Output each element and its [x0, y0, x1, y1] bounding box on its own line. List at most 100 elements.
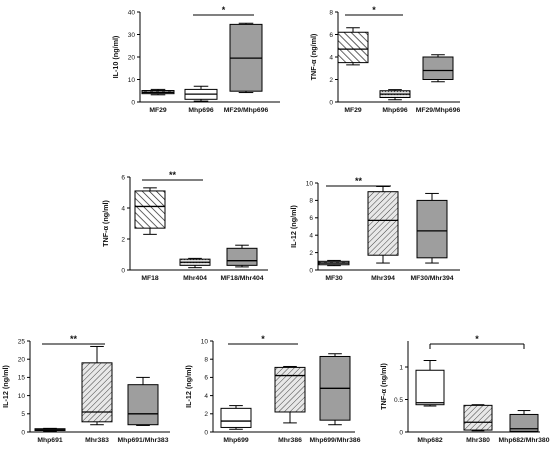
y-tick-label: 4: [204, 393, 208, 400]
box-MF18/Mhr404: [226, 244, 258, 268]
box-iqr: [415, 369, 445, 406]
y-tick-label: 5: [21, 411, 25, 418]
panel-5: 0 5 10 15 20 25 IL-12 (ng/ml) Mhp691 Mhr383 Mhp69…: [1, 334, 170, 444]
y-tick-label: 6: [121, 174, 125, 181]
significance-marker: **: [326, 176, 391, 187]
significance-marker: *: [345, 5, 403, 16]
box-Mhr380: [463, 404, 493, 432]
category-label: Mhp691/Mhr383: [118, 437, 169, 444]
box-Mhr386: [274, 365, 306, 424]
y-tick-label: 0: [204, 429, 208, 436]
y-tick-label: 0: [21, 429, 25, 436]
box-iqr: [367, 191, 399, 256]
y-tick-label: 0.5: [394, 397, 403, 404]
y-axis-title: IL-10 (ng/ml): [111, 35, 120, 78]
category-label: Mhp682: [417, 437, 443, 444]
box-MF18: [134, 187, 166, 235]
y-tick-label: 6: [309, 215, 313, 222]
significance-marker: *: [429, 334, 525, 349]
significance-label: **: [70, 334, 78, 344]
box-MF30: [318, 259, 350, 267]
category-label: MF18: [141, 275, 159, 282]
box-iqr: [509, 413, 539, 432]
category-label: MF29/Mhp696: [416, 107, 461, 114]
box-MF29/Mhp696: [229, 22, 263, 94]
box-Mhp699: [220, 405, 252, 430]
y-tick-label: 1: [399, 364, 403, 371]
y-tick-label: 2: [329, 77, 333, 84]
category-label: Mhr404: [183, 275, 207, 282]
category-label: MF30: [325, 275, 343, 282]
y-tick-label: 4: [309, 233, 313, 240]
significance-label: *: [222, 5, 226, 15]
box-iqr: [422, 56, 454, 80]
category-label: MF29: [149, 107, 167, 114]
y-tick-label: 20: [128, 54, 136, 61]
y-tick-label: 15: [18, 375, 26, 382]
box-Mhp696: [184, 85, 218, 102]
y-tick-label: 8: [204, 357, 208, 364]
category-label: MF29: [344, 107, 362, 114]
box-iqr: [226, 247, 258, 266]
box-MF29: [141, 88, 175, 96]
y-tick-label: 40: [128, 9, 136, 16]
category-label: Mhp699/Mhr386: [310, 437, 361, 444]
y-axis-title: IL-12 (ng/ml): [1, 365, 10, 408]
y-tick-label: 2: [309, 250, 313, 257]
category-label: Mhp699: [223, 437, 249, 444]
y-tick-label: 0: [399, 429, 403, 436]
y-tick-label: 6: [204, 375, 208, 382]
panel-7: 0 0.5 1 TNF-α (ng/ml) Mhp682 Mhr380 Mhp682/Mhr…: [379, 334, 550, 444]
significance-marker: **: [142, 170, 203, 181]
box-Mhp699/Mhr386: [319, 353, 351, 426]
y-tick-label: 8: [329, 9, 333, 16]
y-tick-label: 4: [329, 54, 333, 61]
y-tick-label: 6: [329, 32, 333, 39]
box-MF30/Mhr394: [416, 192, 448, 264]
significance-marker: *: [193, 5, 254, 16]
significance-label: *: [372, 5, 376, 15]
y-tick-label: 10: [306, 180, 314, 187]
box-iqr: [463, 404, 493, 431]
category-label: Mhp691: [37, 437, 63, 444]
y-tick-label: 2: [204, 411, 208, 418]
category-label: Mhr386: [278, 437, 302, 444]
category-label: MF29/Mhp696: [224, 107, 269, 114]
box-Mhp691/Mhr383: [127, 376, 159, 426]
y-tick-label: 4: [121, 205, 125, 212]
category-label: Mhp696: [382, 107, 408, 114]
box-iqr: [337, 31, 369, 64]
significance-label: *: [475, 334, 479, 344]
category-label: Mhr380: [466, 437, 490, 444]
y-tick-label: 0: [131, 99, 135, 106]
y-tick-label: 0: [329, 99, 333, 106]
significance-label: **: [355, 176, 363, 186]
y-tick-label: 25: [18, 338, 26, 345]
y-tick-label: 10: [128, 77, 136, 84]
box-iqr: [127, 384, 159, 426]
box-Mhr404: [179, 257, 211, 269]
box-Mhr383: [81, 345, 113, 426]
y-tick-label: 2: [121, 236, 125, 243]
y-tick-label: 30: [128, 32, 136, 39]
box-MF29: [337, 27, 369, 66]
box-Mhp691: [34, 427, 66, 432]
box-iqr: [416, 199, 448, 259]
box-iqr: [81, 362, 113, 423]
significance-marker: *: [228, 334, 298, 345]
box-iqr: [220, 407, 252, 428]
category-label: Mhr394: [371, 275, 395, 282]
category-label: MF30/Mhr394: [410, 275, 453, 282]
box-iqr: [134, 190, 166, 229]
panel-3: 0 2 4 6 TNF-α (ng/ml) MF18 Mhr404 MF18/Mhr404 **: [101, 170, 268, 282]
y-tick-label: 8: [309, 198, 313, 205]
panel-6: 0 2 4 6 8 10 IL-12 (ng/ml) Mhp699 Mhr386 Mhp699/M…: [184, 334, 361, 444]
category-label: Mhp696: [188, 107, 214, 114]
box-Mhp682: [415, 360, 445, 407]
box-Mhr394: [367, 185, 399, 264]
y-axis-title: IL-12 (ng/ml): [184, 365, 193, 408]
panel-4: 0 2 4 6 8 10 IL-12 (ng/ml) MF30 Mhr394 MF30/Mhr39…: [289, 176, 460, 282]
box-Mhp682/Mhr380: [509, 410, 539, 433]
y-tick-label: 0: [309, 267, 313, 274]
